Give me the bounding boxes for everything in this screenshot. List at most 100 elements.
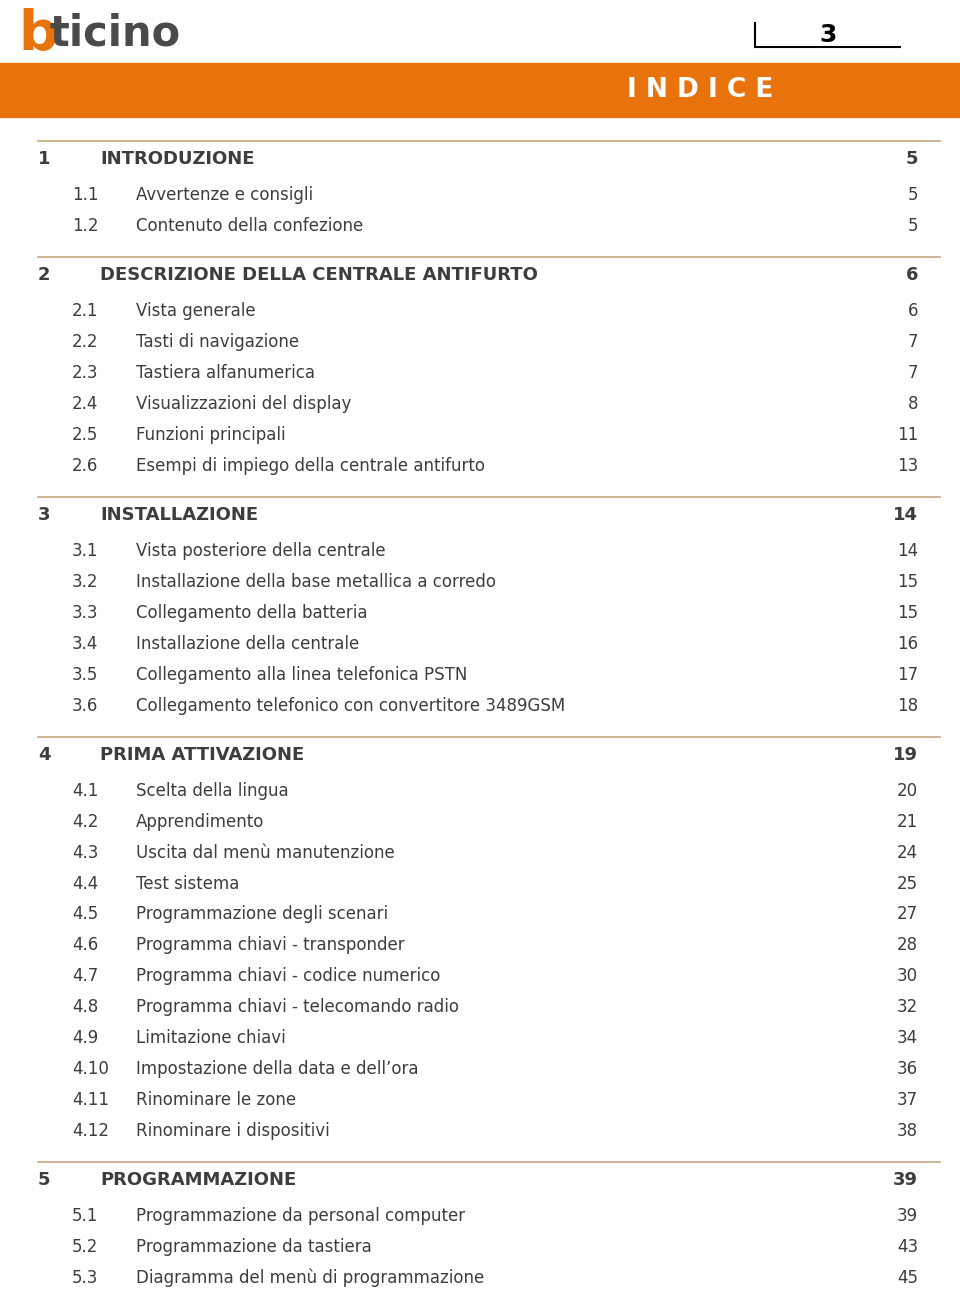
Text: 5: 5	[907, 186, 918, 204]
Text: 4.2: 4.2	[72, 812, 98, 830]
Text: INTRODUZIONE: INTRODUZIONE	[100, 150, 254, 168]
Text: 21: 21	[897, 812, 918, 830]
Text: 43: 43	[897, 1238, 918, 1256]
Text: 4: 4	[38, 746, 51, 764]
Bar	[0, 62, 960, 117]
Text: Rinominare i dispositivi: Rinominare i dispositivi	[136, 1122, 329, 1140]
Text: 1.1: 1.1	[72, 186, 99, 204]
Text: 1.2: 1.2	[72, 217, 99, 235]
Text: 28: 28	[897, 936, 918, 954]
Text: Scelta della lingua: Scelta della lingua	[136, 781, 289, 799]
Text: 37: 37	[897, 1091, 918, 1109]
Text: 7: 7	[907, 364, 918, 382]
Text: INSTALLAZIONE: INSTALLAZIONE	[100, 506, 258, 524]
Text: 4.3: 4.3	[72, 843, 98, 861]
Text: 45: 45	[897, 1269, 918, 1287]
Text: Avvertenze e consigli: Avvertenze e consigli	[136, 186, 313, 204]
Text: Esempi di impiego della centrale antifurto: Esempi di impiego della centrale antifur…	[136, 457, 485, 475]
Text: PRIMA ATTIVAZIONE: PRIMA ATTIVAZIONE	[100, 746, 304, 764]
Text: 2.2: 2.2	[72, 333, 99, 351]
Text: Programma chiavi - codice numerico: Programma chiavi - codice numerico	[136, 967, 441, 985]
Text: 3.2: 3.2	[72, 573, 99, 591]
Text: 38: 38	[897, 1122, 918, 1140]
Text: 24: 24	[897, 843, 918, 861]
Text: 27: 27	[897, 905, 918, 923]
Text: 19: 19	[893, 746, 918, 764]
Text: Visualizzazioni del display: Visualizzazioni del display	[136, 395, 351, 413]
Text: 4.6: 4.6	[72, 936, 98, 954]
Text: 2.3: 2.3	[72, 364, 99, 382]
Text: 17: 17	[897, 666, 918, 684]
Text: DESCRIZIONE DELLA CENTRALE ANTIFURTO: DESCRIZIONE DELLA CENTRALE ANTIFURTO	[100, 266, 538, 284]
Text: I N D I C E: I N D I C E	[627, 77, 773, 103]
Text: 18: 18	[897, 697, 918, 715]
Text: 6: 6	[907, 302, 918, 320]
Text: Contenuto della confezione: Contenuto della confezione	[136, 217, 363, 235]
Text: Collegamento alla linea telefonica PSTN: Collegamento alla linea telefonica PSTN	[136, 666, 468, 684]
Text: 4.4: 4.4	[72, 874, 98, 892]
Text: 4.8: 4.8	[72, 998, 98, 1016]
Text: PROGRAMMAZIONE: PROGRAMMAZIONE	[100, 1171, 297, 1189]
Text: Funzioni principali: Funzioni principali	[136, 426, 286, 444]
Text: 2.1: 2.1	[72, 302, 99, 320]
Text: 5: 5	[907, 217, 918, 235]
Text: 7: 7	[907, 333, 918, 351]
Text: Vista generale: Vista generale	[136, 302, 255, 320]
Text: 4.9: 4.9	[72, 1029, 98, 1047]
Text: Rinominare le zone: Rinominare le zone	[136, 1091, 296, 1109]
Text: 13: 13	[897, 457, 918, 475]
Text: 16: 16	[897, 635, 918, 653]
Text: 4.11: 4.11	[72, 1091, 109, 1109]
Text: Limitazione chiavi: Limitazione chiavi	[136, 1029, 286, 1047]
Text: Vista posteriore della centrale: Vista posteriore della centrale	[136, 542, 386, 560]
Text: 11: 11	[897, 426, 918, 444]
Text: Impostazione della data e dell’ora: Impostazione della data e dell’ora	[136, 1060, 419, 1078]
Text: 14: 14	[893, 506, 918, 524]
Text: 5.3: 5.3	[72, 1269, 98, 1287]
Text: Installazione della base metallica a corredo: Installazione della base metallica a cor…	[136, 573, 496, 591]
Text: 4.10: 4.10	[72, 1060, 108, 1078]
Text: Apprendimento: Apprendimento	[136, 812, 264, 830]
Text: 4.5: 4.5	[72, 905, 98, 923]
Text: Programmazione degli scenari: Programmazione degli scenari	[136, 905, 388, 923]
Text: Tasti di navigazione: Tasti di navigazione	[136, 333, 300, 351]
Text: 4.7: 4.7	[72, 967, 98, 985]
Text: 39: 39	[897, 1207, 918, 1225]
Text: 3.1: 3.1	[72, 542, 99, 560]
Text: 34: 34	[897, 1029, 918, 1047]
Text: Test sistema: Test sistema	[136, 874, 239, 892]
Text: 36: 36	[897, 1060, 918, 1078]
Text: 5.2: 5.2	[72, 1238, 98, 1256]
Text: 3.4: 3.4	[72, 635, 98, 653]
Text: 4.12: 4.12	[72, 1122, 109, 1140]
Text: 30: 30	[897, 967, 918, 985]
Text: 20: 20	[897, 781, 918, 799]
Text: 25: 25	[897, 874, 918, 892]
Text: 3: 3	[819, 22, 837, 46]
Text: 14: 14	[897, 542, 918, 560]
Text: Programmazione da tastiera: Programmazione da tastiera	[136, 1238, 372, 1256]
Text: 3: 3	[38, 506, 51, 524]
Text: 15: 15	[897, 604, 918, 622]
Text: 5.1: 5.1	[72, 1207, 98, 1225]
Text: 4.1: 4.1	[72, 781, 98, 799]
Text: 3.6: 3.6	[72, 697, 98, 715]
Text: ticino: ticino	[50, 13, 181, 54]
Text: Tastiera alfanumerica: Tastiera alfanumerica	[136, 364, 315, 382]
Text: 2.6: 2.6	[72, 457, 98, 475]
Text: 2.4: 2.4	[72, 395, 98, 413]
Text: 3.3: 3.3	[72, 604, 99, 622]
Text: 39: 39	[893, 1171, 918, 1189]
Text: 2.5: 2.5	[72, 426, 98, 444]
Text: 3.5: 3.5	[72, 666, 98, 684]
Text: 8: 8	[907, 395, 918, 413]
Text: 5: 5	[905, 150, 918, 168]
Text: 15: 15	[897, 573, 918, 591]
Text: Programma chiavi - telecomando radio: Programma chiavi - telecomando radio	[136, 998, 459, 1016]
Text: 1: 1	[38, 150, 51, 168]
Text: Collegamento della batteria: Collegamento della batteria	[136, 604, 368, 622]
Text: Installazione della centrale: Installazione della centrale	[136, 635, 359, 653]
Text: b: b	[18, 8, 58, 62]
Text: 5: 5	[38, 1171, 51, 1189]
Text: 6: 6	[905, 266, 918, 284]
